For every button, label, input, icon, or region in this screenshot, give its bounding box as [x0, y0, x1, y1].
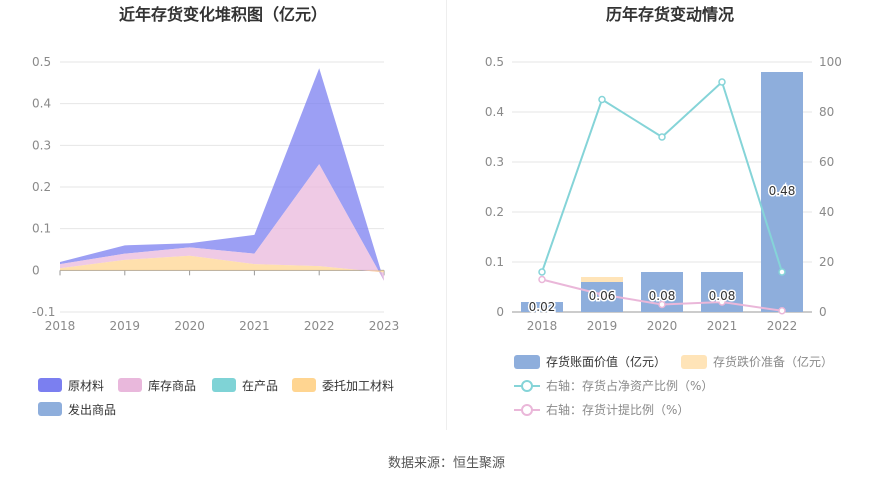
line-point	[718, 298, 726, 306]
x-tick-label: 2019	[587, 319, 618, 333]
legend-swatch	[292, 378, 316, 392]
x-tick-label: 2018	[45, 319, 76, 333]
x-tick-label: 2019	[110, 319, 141, 333]
data-source: 数据来源：恒生聚源	[387, 456, 505, 471]
x-tick-label: 2021	[707, 319, 738, 333]
legend-swatch	[38, 378, 62, 392]
y-tick-label: 0	[32, 263, 40, 277]
y-tick-label: 0.1	[32, 222, 51, 236]
x-tick-label: 2022	[767, 319, 798, 333]
y-right-tick-label: 40	[819, 205, 834, 219]
area-原材料	[60, 68, 384, 281]
bar-data-label: 0.08	[649, 289, 676, 303]
line-point	[598, 290, 606, 299]
legend-label: 右轴：存货占净资产比例（%）	[546, 378, 713, 393]
y-left-tick-label: 0.5	[485, 55, 504, 69]
line-point	[778, 268, 786, 276]
line-series-0	[541, 80, 783, 273]
bar-data-label: 0.06	[589, 289, 616, 303]
line-point	[598, 95, 606, 104]
y-tick-label: 0.4	[32, 97, 51, 111]
line-point	[658, 133, 666, 141]
legend-label: 存货账面价值（亿元）	[546, 354, 666, 369]
line-point	[658, 300, 666, 309]
y-left-tick-label: 0.4	[485, 105, 504, 119]
y-tick-label: 0.3	[32, 138, 51, 152]
legend-label: 右轴：存货计提比例（%）	[546, 402, 689, 417]
legend-label: 原材料	[68, 379, 104, 393]
bar-data-label: 0.08	[709, 289, 736, 303]
x-tick-label: 2018	[527, 319, 558, 333]
x-tick-label: 2020	[174, 319, 205, 333]
chart-title: 历年存货变动情况	[606, 5, 734, 24]
y-right-tick-label: 100	[819, 55, 842, 69]
y-right-tick-label: 80	[819, 105, 834, 119]
x-tick-label: 2023	[369, 319, 400, 333]
chart-title: 近年存货变化堆积图（亿元）	[119, 5, 327, 24]
chart-divider	[446, 0, 447, 430]
bar-data-label: 0.48	[769, 184, 796, 198]
x-tick-label: 2021	[239, 319, 270, 333]
legend-swatch	[118, 378, 142, 392]
bar-impairment	[581, 277, 623, 282]
legend-marker	[521, 404, 533, 416]
legend-label: 在产品	[242, 379, 278, 393]
bar-book-value	[521, 302, 563, 312]
line-point	[538, 275, 546, 284]
y-left-tick-label: 0.3	[485, 155, 504, 169]
x-tick-label: 2022	[304, 319, 335, 333]
line-point	[778, 307, 786, 315]
legend-swatch	[514, 355, 540, 369]
inventory-stacked-area-chart: 近年存货变化堆积图（亿元） -0.1 0 0.1 0.2 0.3 0.4 0.5 2018 201…	[32, 5, 400, 417]
line-point	[538, 268, 546, 276]
legend-label: 发出商品	[68, 402, 116, 417]
y-right-tick-label: 60	[819, 155, 834, 169]
legend-label: 存货跌价准备（亿元）	[713, 354, 833, 369]
area-委托加工材料	[60, 255, 384, 273]
legend-swatch	[38, 402, 62, 416]
legend-label: 委托加工材料	[322, 379, 394, 393]
y-tick-label: 0.2	[32, 180, 51, 194]
line-point	[718, 78, 726, 86]
y-tick-label: -0.1	[32, 305, 55, 319]
legend-marker	[521, 380, 533, 392]
inventory-change-bar-chart: 历年存货变动情况 0 0.1 0.2 0.3 0.4 0.5 0 20 40 60 80 100 2018…	[485, 5, 842, 417]
legend-swatch	[212, 378, 236, 392]
bar-data-label: 0.02	[529, 300, 556, 314]
y-right-tick-label: 0	[819, 305, 827, 319]
y-tick-label: 0.5	[32, 55, 51, 69]
y-left-tick-label: 0	[496, 305, 504, 319]
y-left-tick-label: 0.1	[485, 255, 504, 269]
x-tick-label: 2020	[647, 319, 678, 333]
area-库存商品	[60, 164, 384, 281]
y-right-tick-label: 20	[819, 255, 834, 269]
legend-swatch	[681, 355, 707, 369]
legend-label: 库存商品	[148, 378, 196, 393]
y-left-tick-label: 0.2	[485, 205, 504, 219]
